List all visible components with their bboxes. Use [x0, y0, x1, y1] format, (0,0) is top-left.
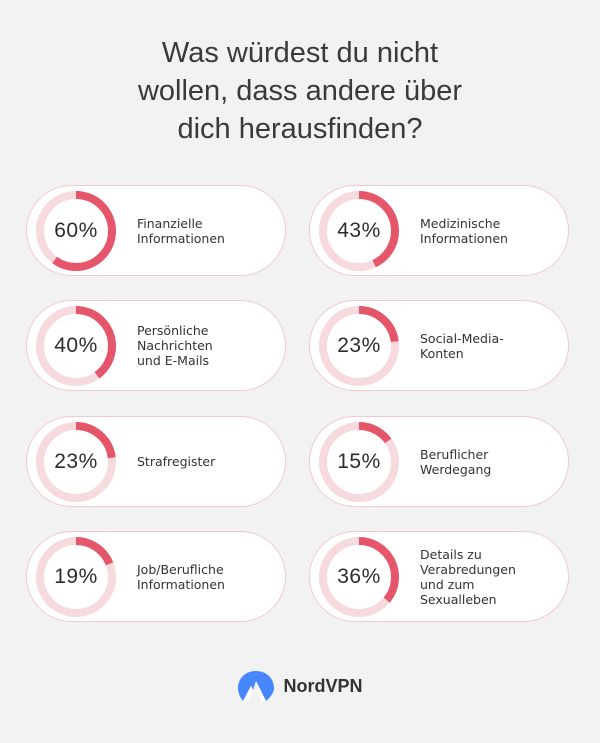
stat-label: Finanzielle Informationen — [137, 186, 275, 275]
ring-progress-arc — [319, 422, 399, 502]
ring-progress-arc — [319, 306, 399, 386]
title-line: wollen, dass andere über — [137, 75, 463, 107]
stat-card: 15% Beruflicher Werdegang — [309, 416, 569, 507]
stat-label-line: Social-Media- — [420, 330, 504, 346]
ring-progress-arc — [36, 306, 116, 386]
percent-value: 15% — [337, 450, 381, 473]
stat-label-line: Job/Berufliche — [137, 561, 224, 577]
stat-label-line: Nachrichten — [137, 338, 213, 353]
progress-ring — [36, 306, 116, 386]
stat-card: 40% Persönliche Nachrichten und E-Mails — [26, 300, 286, 391]
stat-label-line: und E-Mails — [137, 353, 210, 368]
stat-card: 23% Strafregister — [26, 416, 286, 507]
stat-label: Medizinische Informationen — [420, 186, 558, 275]
ring-progress-arc — [36, 422, 116, 502]
percent-value: 36% — [337, 565, 381, 588]
stat-label-line: Beruflicher — [420, 446, 489, 462]
stat-label: Job/Berufliche Informationen — [137, 532, 275, 621]
stat-card: 43% Medizinische Informationen — [309, 185, 569, 276]
stat-label-line: Konten — [420, 345, 464, 361]
stat-label: Details zu Verabredungen und zum Sexuallebe… — [420, 532, 558, 621]
stat-label-line: Informationen — [137, 576, 225, 592]
progress-ring — [36, 422, 116, 502]
progress-ring — [319, 191, 399, 271]
progress-ring — [319, 537, 399, 617]
progress-ring — [36, 537, 116, 617]
percent-value: 19% — [54, 565, 98, 588]
stat-card: 60% Finanzielle Informationen — [26, 185, 286, 276]
stat-label-line: und zum — [420, 576, 475, 592]
stat-card: 36% Details zu Verabredungen und zum Sexuall… — [309, 531, 569, 622]
progress-ring — [319, 422, 399, 502]
stat-label: Social-Media- Konten — [420, 301, 558, 390]
stat-label: Persönliche Nachrichten und E-Mails — [137, 301, 275, 390]
percent-value: 60% — [54, 219, 98, 242]
progress-ring — [36, 191, 116, 271]
stat-card: 19% Job/Berufliche Informationen — [26, 531, 286, 622]
title-line: Was würdest du nicht — [161, 37, 439, 69]
ring-progress-arc — [319, 537, 399, 617]
stat-label-line: Sexualleben — [420, 591, 497, 607]
stat-label-line: Werdegang — [420, 461, 492, 477]
ring-progress-arc — [36, 537, 116, 617]
percent-value: 23% — [54, 450, 98, 473]
stat-label-line: Details zu — [420, 546, 482, 562]
ring-progress-arc — [36, 191, 116, 271]
page-title: Was würdest du nicht wollen, dass andere… — [0, 34, 600, 148]
title-line: dich herausfinden? — [177, 113, 423, 145]
percent-value: 23% — [337, 334, 381, 357]
stat-card: 23% Social-Media- Konten — [309, 300, 569, 391]
stat-label-line: Persönliche — [137, 323, 209, 338]
nordvpn-mountain-icon — [238, 671, 275, 701]
stat-label-line: Strafregister — [137, 454, 216, 469]
brand-logo: NordVPN — [0, 670, 600, 702]
stat-label-line: Verabredungen — [420, 561, 516, 577]
logo-text: NordVPN — [283, 675, 363, 696]
progress-ring — [319, 306, 399, 386]
stat-label: Beruflicher Werdegang — [420, 417, 558, 506]
stat-label-line: Informationen — [420, 230, 508, 246]
stat-label-line: Finanzielle — [137, 215, 203, 231]
stat-label-line: Informationen — [137, 230, 225, 246]
percent-value: 40% — [54, 334, 98, 357]
stat-label-line: Medizinische — [420, 215, 501, 231]
percent-value: 43% — [337, 219, 381, 242]
stat-label: Strafregister — [137, 417, 275, 506]
ring-progress-arc — [319, 191, 399, 271]
